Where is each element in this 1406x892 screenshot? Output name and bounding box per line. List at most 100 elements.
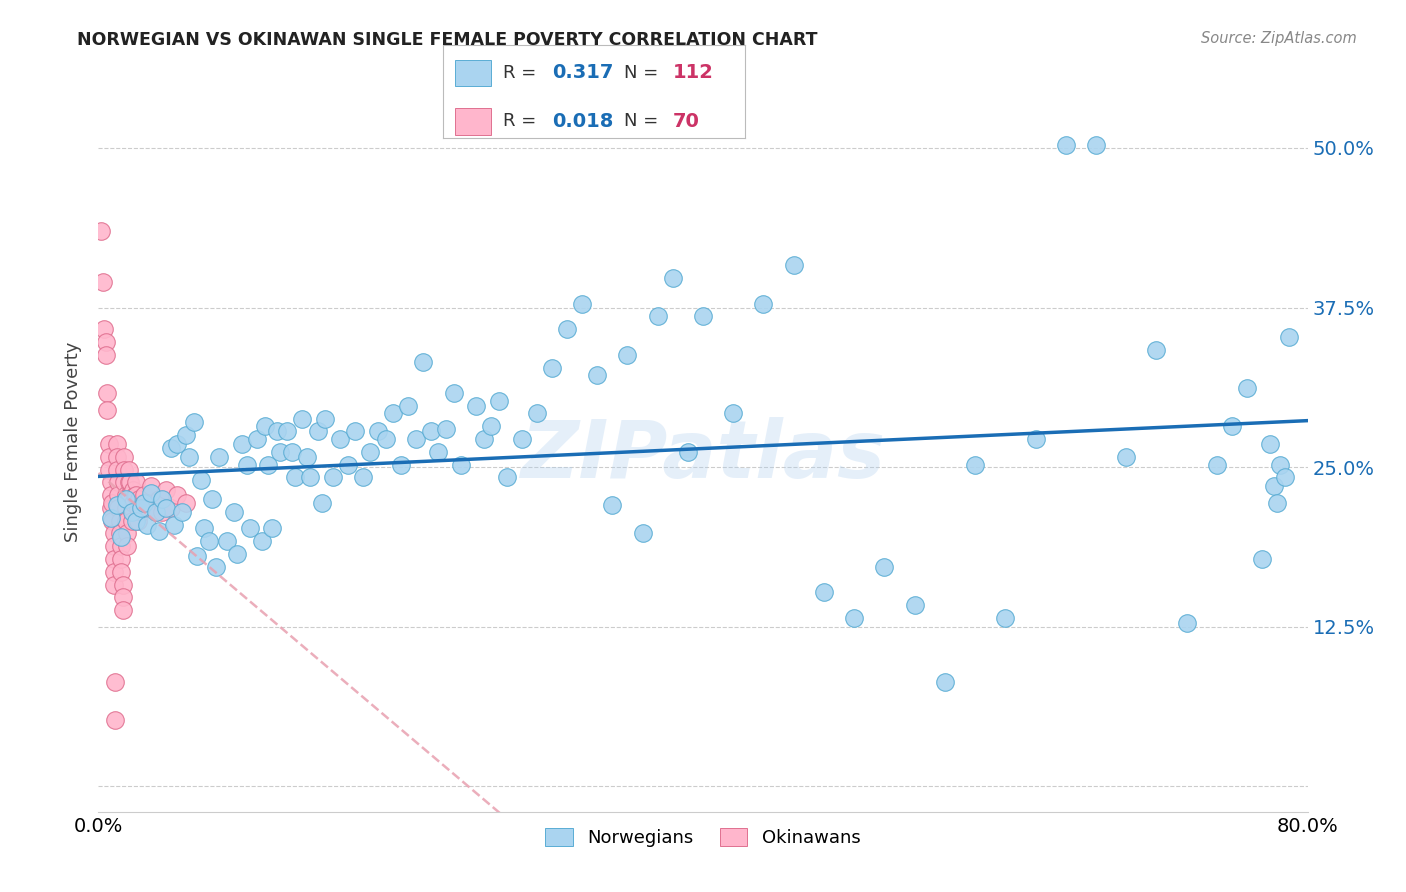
Point — [661, 271, 683, 285]
Point — [322, 470, 344, 484]
Point — [101, 514, 124, 528]
Point — [114, 491, 136, 506]
Point — [94, 334, 117, 349]
Point — [183, 416, 205, 430]
Point — [115, 526, 138, 541]
Point — [295, 450, 318, 464]
Point — [111, 591, 134, 605]
Point — [616, 348, 638, 362]
Point — [115, 539, 138, 553]
Point — [1115, 450, 1137, 464]
Point — [586, 368, 609, 383]
Point — [1054, 138, 1077, 153]
Point — [723, 407, 745, 421]
Text: Source: ZipAtlas.com: Source: ZipAtlas.com — [1201, 31, 1357, 46]
Point — [555, 322, 578, 336]
Point — [103, 565, 125, 579]
Point — [166, 488, 188, 502]
Point — [160, 441, 183, 455]
Point — [374, 432, 396, 446]
Point — [239, 521, 262, 535]
Point — [127, 500, 149, 515]
Point — [427, 444, 450, 458]
Point — [110, 539, 132, 553]
Point — [100, 488, 122, 502]
Point — [692, 310, 714, 324]
Point — [118, 488, 141, 502]
Point — [396, 399, 419, 413]
Point — [103, 577, 125, 591]
Point — [125, 488, 148, 502]
Point — [352, 470, 374, 484]
Point — [114, 488, 136, 502]
Point — [676, 444, 699, 458]
Point — [1024, 432, 1046, 446]
Point — [307, 425, 329, 439]
Point — [873, 559, 896, 574]
Point — [112, 462, 135, 476]
Point — [91, 275, 114, 289]
Point — [420, 425, 443, 439]
Point — [389, 458, 412, 472]
Point — [813, 585, 835, 599]
Point — [120, 475, 142, 490]
Point — [122, 483, 145, 497]
Point — [994, 610, 1017, 624]
Point — [170, 505, 193, 519]
Point — [186, 549, 208, 564]
Point — [129, 505, 152, 519]
Point — [179, 450, 201, 464]
Point — [93, 322, 115, 336]
Point — [231, 437, 253, 451]
Point — [107, 500, 129, 515]
Point — [215, 534, 238, 549]
Text: 0.317: 0.317 — [551, 63, 613, 82]
Point — [110, 552, 132, 566]
Point — [148, 491, 170, 506]
Point — [98, 437, 121, 451]
Point — [284, 470, 307, 484]
Point — [336, 458, 359, 472]
Y-axis label: Single Female Poverty: Single Female Poverty — [65, 342, 83, 541]
Text: 112: 112 — [672, 63, 713, 82]
Point — [934, 674, 956, 689]
Point — [160, 500, 183, 515]
Text: 0.018: 0.018 — [551, 112, 613, 131]
Point — [100, 475, 122, 490]
Point — [631, 526, 654, 541]
Point — [269, 444, 291, 458]
Point — [100, 500, 122, 515]
Point — [1144, 343, 1167, 357]
Point — [145, 505, 167, 519]
Point — [129, 500, 152, 515]
Point — [114, 514, 136, 528]
Point — [141, 479, 163, 493]
Point — [122, 496, 145, 510]
Point — [118, 475, 141, 490]
Point — [752, 296, 775, 310]
Point — [311, 496, 333, 510]
Point — [1206, 458, 1229, 472]
Point — [224, 505, 246, 519]
Point — [110, 565, 132, 579]
Bar — [456, 60, 491, 86]
Point — [235, 458, 257, 472]
Point — [108, 514, 131, 528]
Point — [201, 491, 224, 506]
Legend: Norwegians, Okinawans: Norwegians, Okinawans — [538, 821, 868, 855]
Point — [190, 473, 212, 487]
Point — [1175, 615, 1198, 630]
Point — [128, 491, 150, 506]
Point — [314, 411, 336, 425]
Point — [108, 526, 131, 541]
Point — [124, 488, 146, 502]
Point — [101, 496, 124, 510]
Point — [155, 483, 177, 497]
Point — [256, 458, 278, 472]
Point — [1278, 330, 1301, 344]
Point — [510, 432, 533, 446]
Point — [121, 505, 143, 519]
Point — [262, 521, 284, 535]
Point — [163, 517, 186, 532]
Text: ZIPatlas: ZIPatlas — [520, 417, 886, 495]
